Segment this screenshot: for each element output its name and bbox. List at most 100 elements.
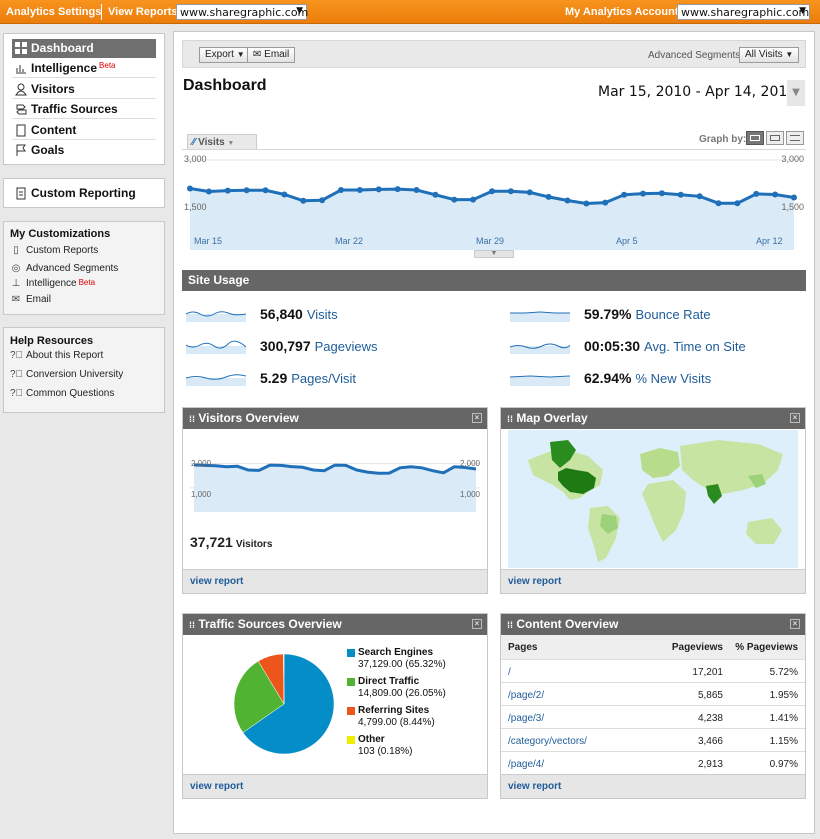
data-point (413, 187, 420, 193)
widget-grip-icon: ⁞⁞ (189, 414, 195, 424)
bounce-rate-value: 59.79% (584, 306, 632, 322)
percent-cell: 1.15% (769, 736, 798, 747)
view-report-link[interactable]: view report (190, 781, 244, 792)
nav-item-content[interactable]: Content (12, 121, 156, 140)
pie-slice-search-engines (242, 653, 335, 755)
data-point (470, 196, 477, 203)
custom-reports-link[interactable]: ▯ Custom Reports (10, 245, 98, 259)
map-region-brazil (600, 514, 618, 534)
data-point (187, 185, 193, 192)
usage-pageviews[interactable]: 300,797 Pageviews (186, 337, 486, 357)
intelligence-icon: ⊥ (11, 278, 21, 289)
nav-item-visitors[interactable]: Visitors (12, 80, 156, 99)
usage-pages-visit[interactable]: 5.29 Pages/Visit (186, 369, 486, 389)
pageviews-cell: 17,201 (692, 667, 723, 678)
data-point (262, 187, 269, 194)
conversion-university-link[interactable]: ?⃝ Conversion University (10, 369, 124, 380)
close-icon[interactable]: × (472, 413, 482, 423)
visits-label[interactable]: Visits (306, 307, 338, 322)
my-accounts-select[interactable]: www.sharegraphic.com ▼ (677, 4, 810, 20)
y-axis-mid-label-right: 1,000 (459, 490, 480, 499)
my-customizations-panel: My Customizations ▯ Custom Reports ◎ Advan… (3, 221, 165, 315)
map-overlay-footer: view report (501, 569, 805, 593)
data-point (696, 193, 703, 200)
nav-item-label: Intelligence (31, 61, 98, 75)
view-report-link[interactable]: view report (190, 576, 244, 587)
common-questions-link[interactable]: ?⃝ Common Questions (10, 388, 115, 399)
traffic-sources-footer: view report (183, 774, 487, 798)
column-header-pages: Pages (508, 642, 538, 653)
time-on-site-label[interactable]: Avg. Time on Site (644, 339, 746, 354)
percent-cell: 5.72% (769, 667, 798, 678)
intelligence-link[interactable]: ⊥ Intelligence Beta (11, 278, 96, 289)
data-point (602, 199, 609, 206)
nav-item-goals[interactable]: Goals (12, 141, 156, 160)
email-link[interactable]: ✉ Email (11, 294, 52, 305)
usage-bounce-rate[interactable]: 59.79% Bounce Rate (510, 305, 806, 325)
about-report-link[interactable]: ?⃝ About this Report (10, 350, 104, 361)
widget-grip-icon: ⁞⁞ (507, 414, 513, 424)
percent-cell: 1.41% (769, 713, 798, 724)
nav-item-label: Content (31, 123, 77, 137)
pages-visit-value: 5.29 (260, 370, 288, 386)
legend-value: 37,129.00 (65.32%) (358, 659, 446, 670)
view-report-link[interactable]: view report (508, 576, 562, 587)
pages-visit-label[interactable]: Pages/Visit (291, 371, 357, 386)
usage-visits[interactable]: 56,840 Visits (186, 305, 486, 325)
date-range-picker[interactable]: Mar 15, 2010 - Apr 14, 2010 ▼ (592, 80, 805, 106)
calendar-month-icon (790, 135, 800, 141)
legend-name: Referring Sites (358, 705, 430, 716)
graph-by-month-button[interactable] (786, 131, 804, 145)
page-title: Dashboard (183, 77, 267, 94)
page-link[interactable]: / (508, 667, 511, 678)
legend-swatch (347, 649, 355, 657)
graph-by-week-button[interactable] (766, 131, 784, 145)
page-link[interactable]: /page/4/ (508, 759, 545, 770)
pageviews-label[interactable]: Pageviews (314, 339, 378, 354)
advanced-segments-select[interactable]: All Visits ▼ (739, 47, 800, 63)
nav-item-traffic-sources[interactable]: Traffic Sources (12, 100, 156, 119)
usage-time-on-site[interactable]: 00:05:30 Avg. Time on Site (510, 337, 806, 357)
usage-new-visits[interactable]: 62.94%% New Visits (510, 369, 806, 389)
pageviews-cell: 2,913 (697, 759, 723, 770)
graph-by-day-button[interactable] (746, 131, 764, 145)
help-icon: ?⃝ (10, 388, 24, 399)
graph-collapse-handle[interactable]: ▼ (474, 250, 514, 258)
nav-item-intelligence[interactable]: Intelligence Beta (12, 59, 156, 78)
page-link[interactable]: /page/2/ (508, 690, 545, 701)
nav-item-custom-reporting[interactable]: Custom Reporting (12, 184, 156, 203)
analytics-settings-link[interactable]: Analytics Settings (6, 6, 102, 18)
email-button[interactable]: ✉ Email (247, 47, 296, 63)
document-icon: ▯ (13, 245, 19, 256)
advanced-segments-label: Advanced Segments: (648, 50, 744, 61)
visitors-overview-header: ⁞⁞ Visitors Overview × (183, 408, 487, 429)
view-reports-value: www.sharegraphic.com (180, 6, 309, 19)
x-axis-label: Mar 15 (194, 236, 223, 246)
nav-item-dashboard[interactable]: Dashboard (12, 39, 156, 58)
close-icon[interactable]: × (472, 619, 482, 629)
data-point (545, 193, 552, 200)
data-point (394, 186, 401, 193)
visitors-overview-widget: ⁞⁞ Visitors Overview × 2,000 1,000 2,000… (182, 407, 488, 594)
advanced-segments-link[interactable]: ◎ Advanced Segments (11, 263, 119, 274)
custom-reporting-panel: Custom Reporting (3, 178, 165, 208)
time-on-site-sparkline (510, 343, 570, 354)
graph-metric-tab[interactable]: ⁄⁄ Visits ▼ (187, 134, 257, 150)
bounce-rate-sparkline (510, 311, 570, 322)
view-reports-select[interactable]: www.sharegraphic.com ▼ (176, 4, 309, 20)
page-link[interactable]: /category/vectors/ (508, 736, 587, 747)
new-visits-label[interactable]: % New Visits (635, 371, 712, 386)
close-icon[interactable]: × (790, 413, 800, 423)
chevron-down-icon: ▼ (490, 250, 498, 257)
view-reports-label: View Reports: (108, 6, 182, 18)
visitors-line-chart (190, 463, 480, 512)
legend-name: Direct Traffic (358, 676, 420, 687)
close-icon[interactable]: × (790, 619, 800, 629)
calendar-day-icon (750, 135, 760, 141)
export-button[interactable]: Export ▼ (199, 47, 251, 63)
data-point (583, 200, 590, 207)
page-link[interactable]: /page/3/ (508, 713, 545, 724)
bounce-rate-label[interactable]: Bounce Rate (635, 307, 711, 322)
view-report-link[interactable]: view report (508, 781, 562, 792)
beta-badge: Beta (99, 61, 116, 70)
